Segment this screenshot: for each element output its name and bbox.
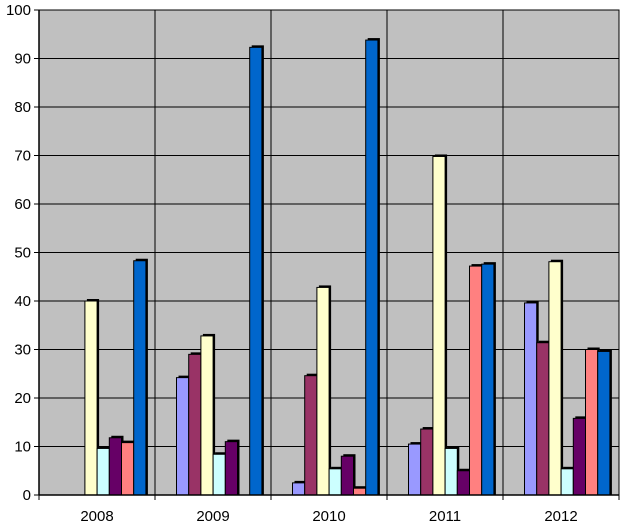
bar	[121, 442, 135, 496]
bar	[432, 155, 446, 496]
y-tick-label: 40	[14, 293, 31, 310]
bar	[560, 468, 574, 496]
y-tick-label: 20	[14, 390, 31, 407]
y-tick-label: 60	[14, 196, 31, 213]
bar	[585, 349, 599, 496]
bar	[353, 487, 367, 496]
y-tick-label: 0	[23, 487, 31, 504]
x-tick-label: 2008	[80, 508, 113, 525]
bar	[597, 350, 611, 496]
y-tick-label: 90	[14, 51, 31, 68]
bar	[212, 453, 226, 496]
bar	[249, 46, 263, 496]
y-axis-ticks: 0 10 20 30 40 50 60 70 80 90 100	[6, 2, 31, 504]
bar	[108, 437, 123, 496]
y-tick-label: 30	[14, 342, 31, 359]
y-tick-label: 50	[14, 245, 31, 262]
bar	[524, 302, 538, 496]
y-tick-label: 70	[14, 148, 31, 165]
bar	[469, 265, 483, 496]
bar	[316, 286, 330, 496]
bar	[176, 377, 190, 496]
bar	[408, 443, 422, 496]
axes	[34, 9, 620, 500]
x-tick-label: 2009	[196, 508, 229, 525]
y-tick-label: 10	[14, 439, 31, 456]
bar	[444, 447, 458, 496]
x-axis-labels: 2008 2009 2010 2011 2012	[80, 508, 577, 525]
bar	[133, 260, 147, 496]
bars	[84, 38, 612, 496]
bar	[420, 428, 434, 496]
y-tick-label: 100	[6, 2, 31, 19]
x-tick-label: 2011	[429, 508, 461, 525]
bar	[340, 455, 354, 496]
bar	[456, 470, 470, 496]
bar	[96, 447, 110, 496]
bar	[188, 353, 202, 496]
bar	[365, 39, 379, 496]
bar	[328, 468, 342, 496]
bar	[84, 300, 98, 496]
x-tick-label: 2010	[312, 508, 345, 525]
bar	[536, 342, 550, 496]
y-tick-label: 80	[14, 99, 31, 116]
bar	[481, 263, 495, 496]
x-tick-label: 2012	[544, 508, 577, 525]
bar	[304, 375, 318, 496]
bar	[572, 417, 586, 496]
bar	[200, 335, 214, 496]
bar	[224, 441, 239, 496]
bar	[548, 261, 562, 496]
bar	[292, 482, 306, 496]
